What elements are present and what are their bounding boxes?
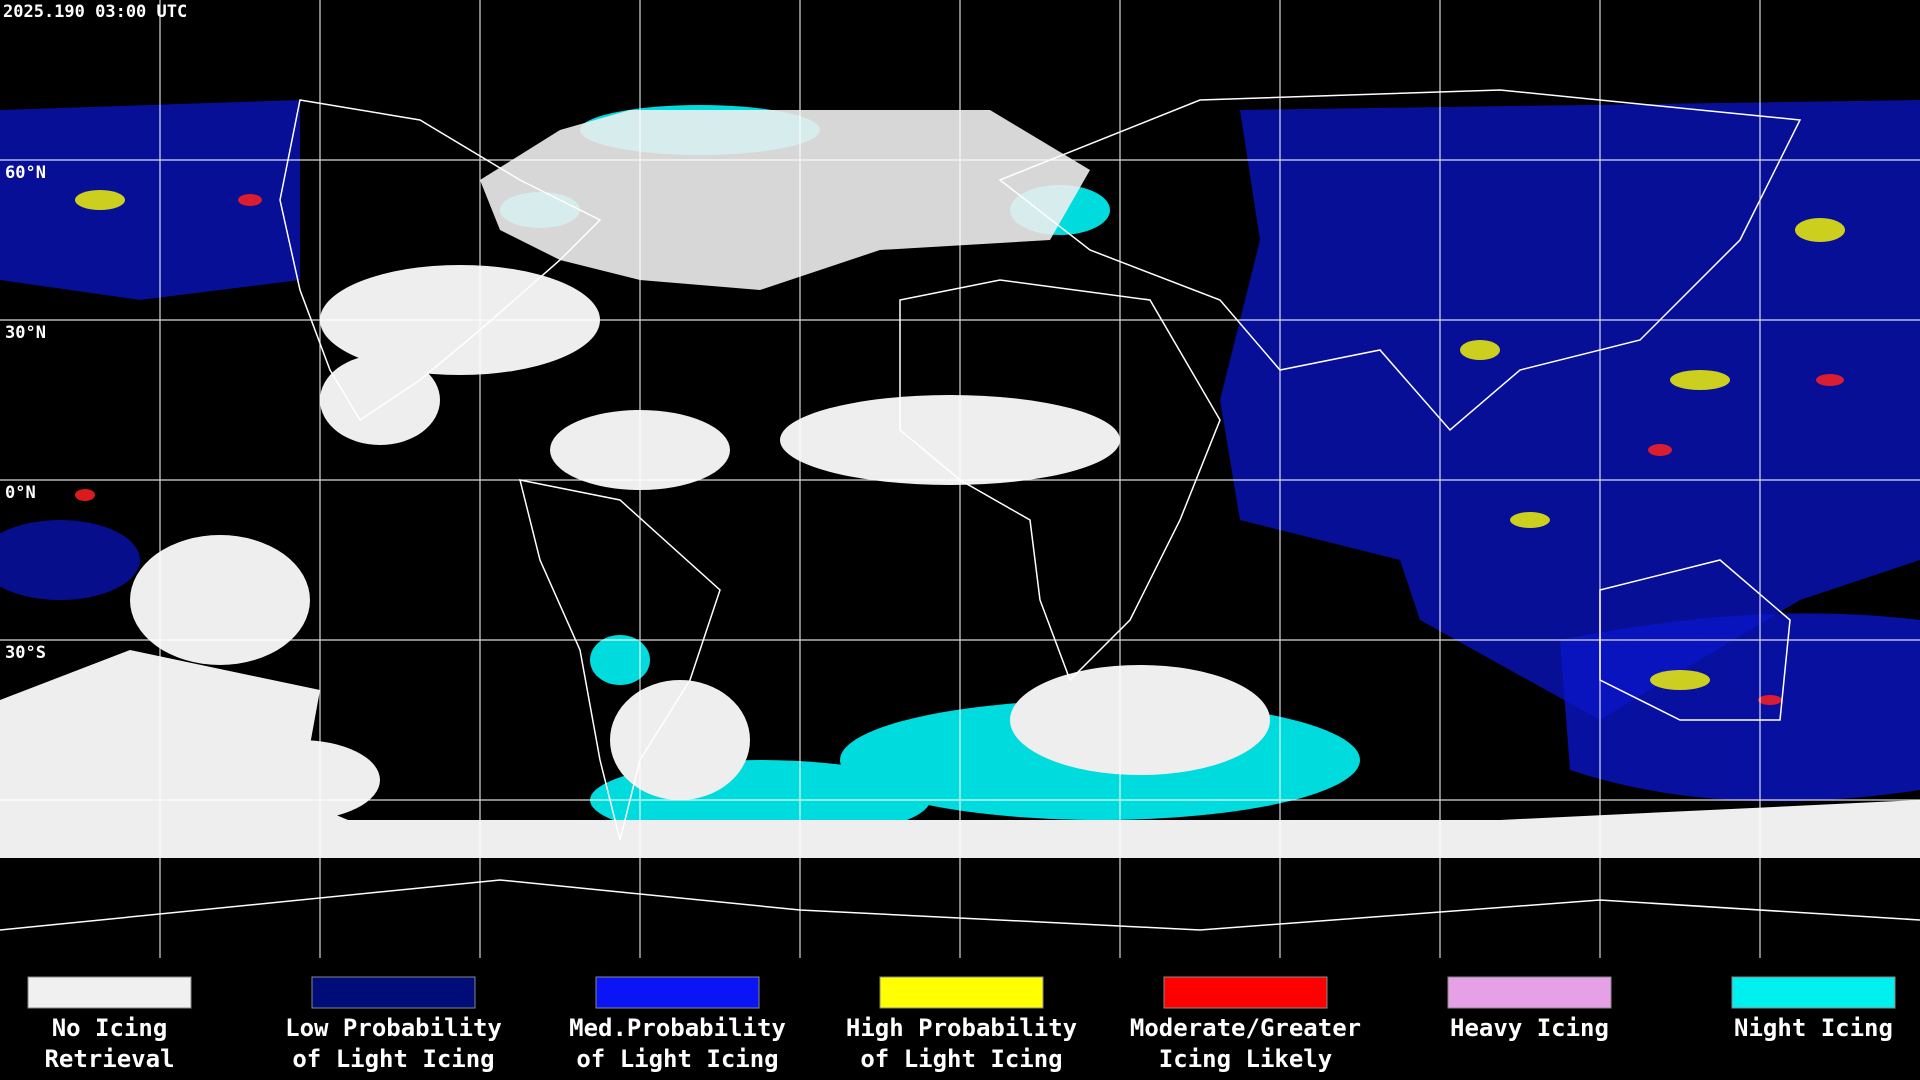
legend-swatch [1163,976,1328,1009]
legend: No Icing Retrieval Low Probability of Light… [27,976,1896,1073]
timestamp: 2025.190 03:00 UTC [3,2,187,22]
graticule [0,0,1920,958]
legend-swatch [27,976,192,1009]
legend-swatch [311,976,476,1009]
latitude-label: 30°N [5,323,46,343]
legend-label: Moderate/Greater [1130,1014,1361,1042]
legend-label: of Light Icing [860,1045,1062,1073]
legend-swatch [1731,976,1896,1009]
legend-label: Retrieval [44,1045,174,1073]
legend-label: Night Icing [1734,1014,1893,1042]
legend-label: Heavy Icing [1450,1014,1609,1042]
legend-label: High Probability [846,1014,1077,1042]
legend-label: Med.Probability [569,1014,786,1042]
map-layer [0,89,1920,931]
icing-probability-areas [0,100,1920,802]
legend-label: No Icing [52,1014,168,1042]
legend-swatch [595,976,760,1009]
legend-label: Low Probability [285,1014,502,1042]
latitude-label: 60°N [5,163,46,183]
legend-label: of Light Icing [576,1045,778,1073]
legend-swatch [1447,976,1612,1009]
latitude-label: 0°N [5,483,36,503]
legend-swatch [879,976,1044,1009]
legend-label: Icing Likely [1159,1045,1332,1073]
latitude-label: 30°S [5,643,46,663]
legend-label: of Light Icing [292,1045,494,1073]
